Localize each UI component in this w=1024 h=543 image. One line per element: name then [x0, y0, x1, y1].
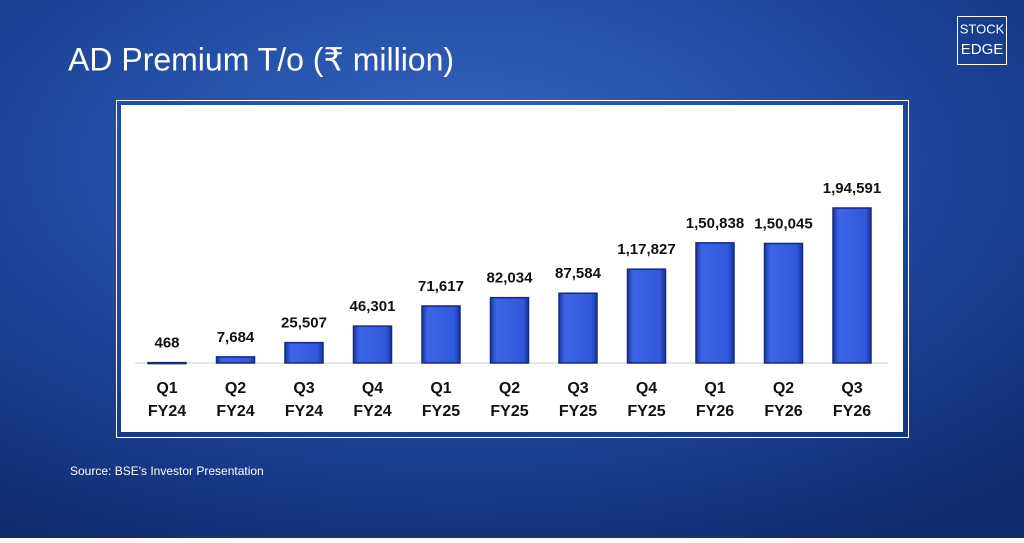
chart-title: AD Premium T/o (₹ million) — [68, 41, 454, 77]
x-tick-label: FY26 — [764, 403, 802, 420]
value-label: 25,507 — [281, 315, 327, 332]
source-note: Source: BSE's Investor Presentation — [70, 464, 264, 478]
logo-text: EDGE — [961, 41, 1004, 58]
value-label: 468 — [154, 335, 179, 352]
bar — [421, 305, 461, 364]
x-tick-label: Q2 — [773, 380, 794, 397]
x-tick-label: FY25 — [627, 403, 665, 420]
bar — [832, 207, 872, 364]
bar — [284, 341, 324, 364]
x-tick-label: Q4 — [636, 380, 657, 397]
bar — [763, 242, 804, 364]
bar — [558, 292, 598, 364]
x-tick-label: FY24 — [216, 403, 254, 420]
value-label: 71,617 — [418, 278, 464, 295]
bar — [215, 356, 256, 364]
x-tick-label: Q2 — [499, 380, 520, 397]
x-tick-label: FY24 — [148, 403, 186, 420]
value-label: 7,684 — [217, 329, 255, 346]
chart-frame — [116, 100, 909, 438]
x-tick-label: FY25 — [490, 403, 528, 420]
x-tick-label: FY24 — [353, 403, 391, 420]
x-tick-label: Q3 — [567, 380, 588, 397]
bar — [695, 242, 735, 364]
value-label: 1,50,045 — [754, 215, 812, 232]
bar — [489, 296, 530, 364]
x-tick-label: Q1 — [704, 380, 725, 397]
x-tick-label: Q3 — [841, 380, 862, 397]
x-tick-label: FY25 — [559, 403, 597, 420]
value-label: 1,94,591 — [823, 180, 881, 197]
x-tick-label: Q1 — [156, 380, 177, 397]
x-tick-label: Q4 — [362, 380, 383, 397]
bar — [352, 325, 393, 364]
x-tick-label: FY26 — [696, 403, 734, 420]
value-label: 46,301 — [350, 298, 396, 315]
value-label: 82,034 — [487, 270, 534, 287]
x-tick-label: Q1 — [430, 380, 451, 397]
logo-box — [957, 16, 1007, 65]
bar — [626, 268, 667, 364]
x-tick-label: FY26 — [833, 403, 871, 420]
x-tick-label: FY24 — [285, 403, 323, 420]
x-tick-label: Q2 — [225, 380, 246, 397]
value-label: 87,584 — [555, 265, 602, 282]
value-label: 1,17,827 — [617, 241, 675, 258]
value-label: 1,50,838 — [686, 215, 744, 232]
logo-text: STOCK — [960, 21, 1005, 36]
x-tick-label: Q3 — [293, 380, 314, 397]
x-tick-label: FY25 — [422, 403, 460, 420]
bar — [147, 361, 187, 365]
